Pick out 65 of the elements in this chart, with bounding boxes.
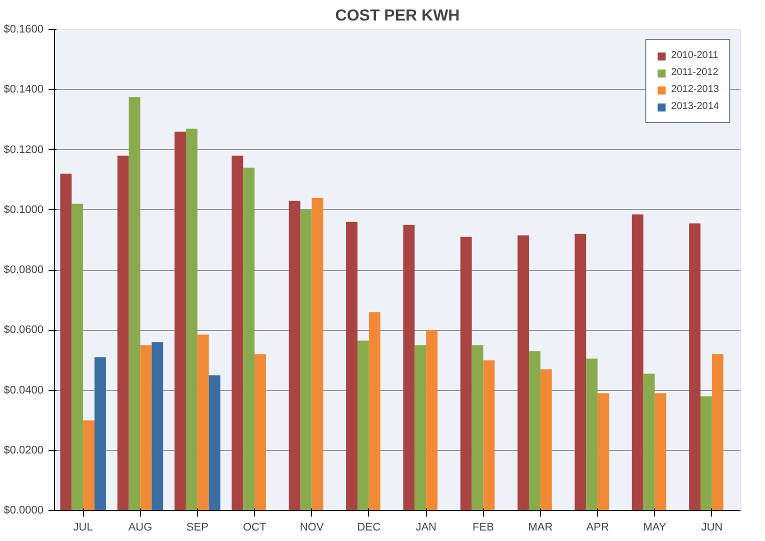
x-tick-label: FEB — [472, 522, 494, 534]
y-tick-label: $0.1000 — [4, 204, 44, 216]
bar — [140, 345, 152, 510]
x-tick-label: JAN — [416, 522, 437, 534]
bar — [712, 354, 724, 510]
x-tick-label: JUN — [701, 522, 723, 534]
legend-label: 2012-2013 — [671, 84, 719, 95]
bar — [574, 234, 586, 510]
bar — [186, 128, 198, 510]
bar — [208, 375, 220, 510]
bar — [472, 345, 484, 510]
bar — [426, 330, 438, 510]
y-tick-label: $0.0800 — [4, 264, 44, 276]
x-tick-label: JUL — [73, 522, 93, 534]
bar — [483, 360, 495, 510]
bar — [632, 214, 644, 510]
x-tick-label: AUG — [128, 522, 152, 534]
legend-label: 2011-2012 — [671, 67, 718, 78]
x-tick-label: NOV — [300, 522, 324, 534]
legend-label: 2010-2011 — [671, 50, 718, 61]
bar — [368, 312, 380, 510]
bar — [83, 420, 95, 510]
y-tick-label: $0.0000 — [4, 504, 44, 516]
bar — [518, 235, 529, 510]
legend-label: 2013-2014 — [671, 101, 719, 112]
bar — [300, 210, 312, 510]
bar — [243, 168, 255, 510]
bar — [346, 222, 358, 510]
bar — [312, 198, 324, 510]
bar — [60, 174, 72, 510]
y-tick-label: $0.0400 — [4, 384, 44, 396]
x-tick-label: APR — [586, 522, 609, 534]
bar — [357, 340, 369, 510]
bar — [528, 351, 540, 510]
y-tick-label: $0.0600 — [4, 324, 44, 336]
chart-title: COST PER KWH — [335, 8, 460, 24]
y-tick-label: $0.0200 — [4, 444, 44, 456]
y-tick-label: $0.1400 — [4, 84, 44, 96]
x-tick-label: MAY — [643, 522, 667, 534]
x-tick-label: SEP — [186, 522, 208, 534]
bar — [232, 156, 244, 510]
bar — [540, 369, 552, 510]
bar — [117, 156, 129, 510]
bar — [72, 204, 84, 510]
bar — [152, 342, 164, 510]
bar — [254, 354, 266, 510]
y-tick-label: $0.1600 — [4, 24, 44, 36]
bar — [288, 200, 300, 510]
bar — [197, 334, 209, 510]
bar — [598, 393, 610, 510]
x-tick-label: DEC — [357, 522, 381, 534]
bar — [700, 396, 712, 510]
bar — [414, 345, 426, 510]
bar — [586, 358, 598, 510]
bar — [654, 393, 666, 510]
bar — [403, 224, 415, 510]
bar — [643, 374, 655, 510]
x-tick-label: MAR — [528, 522, 553, 534]
bar — [460, 236, 472, 510]
bar — [128, 97, 140, 510]
bar — [94, 357, 106, 510]
x-tick-label: OCT — [242, 522, 266, 534]
y-tick-label: $0.1200 — [4, 144, 44, 156]
bar — [174, 132, 186, 510]
bar — [689, 223, 700, 510]
